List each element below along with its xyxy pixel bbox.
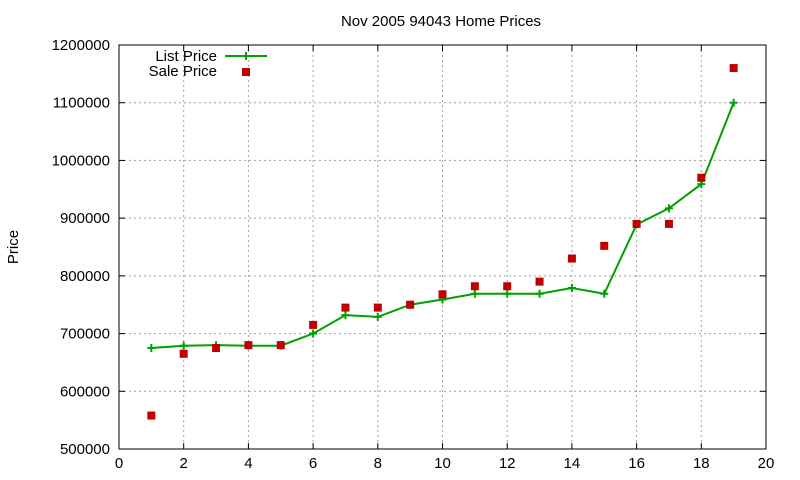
sale-price-point [632,219,641,228]
list-price-point [470,289,479,298]
x-tick-label: 10 [434,455,451,472]
sale-price-point [438,290,447,299]
x-tick-label: 12 [499,455,516,472]
sale-price-point [341,303,350,312]
y-tick-label: 900000 [60,210,110,227]
list-price-point [341,311,350,320]
sale-price-point [567,254,576,263]
axis-ticks: 0 2 4 6 8 10 12 14 16 18 20 500000 600000 700000 80000… [52,37,775,472]
legend: List Price Sale Price [149,48,267,80]
series-sale-price [147,64,738,420]
list-price-point [535,289,544,298]
sale-price-point [729,64,738,73]
legend-square-sale-price [242,68,250,76]
sale-price-point [664,219,673,228]
legend-label-sale-price: Sale Price [149,63,217,80]
list-price-point [147,344,156,352]
y-tick-label: 600000 [60,383,110,400]
list-price-point [664,204,673,213]
x-tick-label: 8 [374,455,382,472]
x-tick-label: 4 [244,455,252,472]
sale-price-point [535,277,544,286]
sale-price-point [147,411,156,420]
y-tick-label: 800000 [60,268,110,285]
legend-symbol-sale-price [242,68,250,76]
list-price-point [373,312,382,321]
grid [119,45,766,449]
x-tick-label: 18 [693,455,710,472]
list-price-point [567,283,576,292]
sale-price-point [470,282,479,291]
sale-price-point [503,282,512,291]
x-tick-label: 14 [564,455,581,472]
legend-symbol-list-price [225,52,267,60]
series [147,64,738,420]
sale-price-point [179,349,188,358]
legend-cross-list-price [242,52,250,60]
list-price-point [600,289,609,298]
y-tick-label: 1100000 [53,95,110,112]
sale-price-point [309,320,318,329]
list-price-point [503,289,512,298]
x-tick-label: 6 [309,455,317,472]
x-tick-label: 2 [180,455,188,472]
sale-price-point [600,241,609,250]
sale-price-point [276,341,285,350]
sale-price-point [697,173,706,182]
y-tick-label: 1200000 [52,37,110,54]
x-tick-label: 20 [758,455,775,472]
sale-price-point [244,341,253,350]
sale-price-point [406,300,415,309]
x-tick-label: 0 [115,455,123,472]
y-tick-label: 1000000 [52,152,110,169]
x-tick-label: 16 [628,455,645,472]
y-tick-label: 500000 [60,441,110,458]
sale-price-point [212,344,221,352]
y-tick-label: 700000 [60,326,110,343]
list-price-point [309,329,318,338]
legend-label-list-price: List Price [155,48,217,65]
list-price-point [179,341,188,350]
chart-title: Nov 2005 94043 Home Prices [341,13,541,30]
list-price-point [729,98,738,107]
sale-price-point [373,303,382,312]
y-axis-label: Price [5,230,22,264]
